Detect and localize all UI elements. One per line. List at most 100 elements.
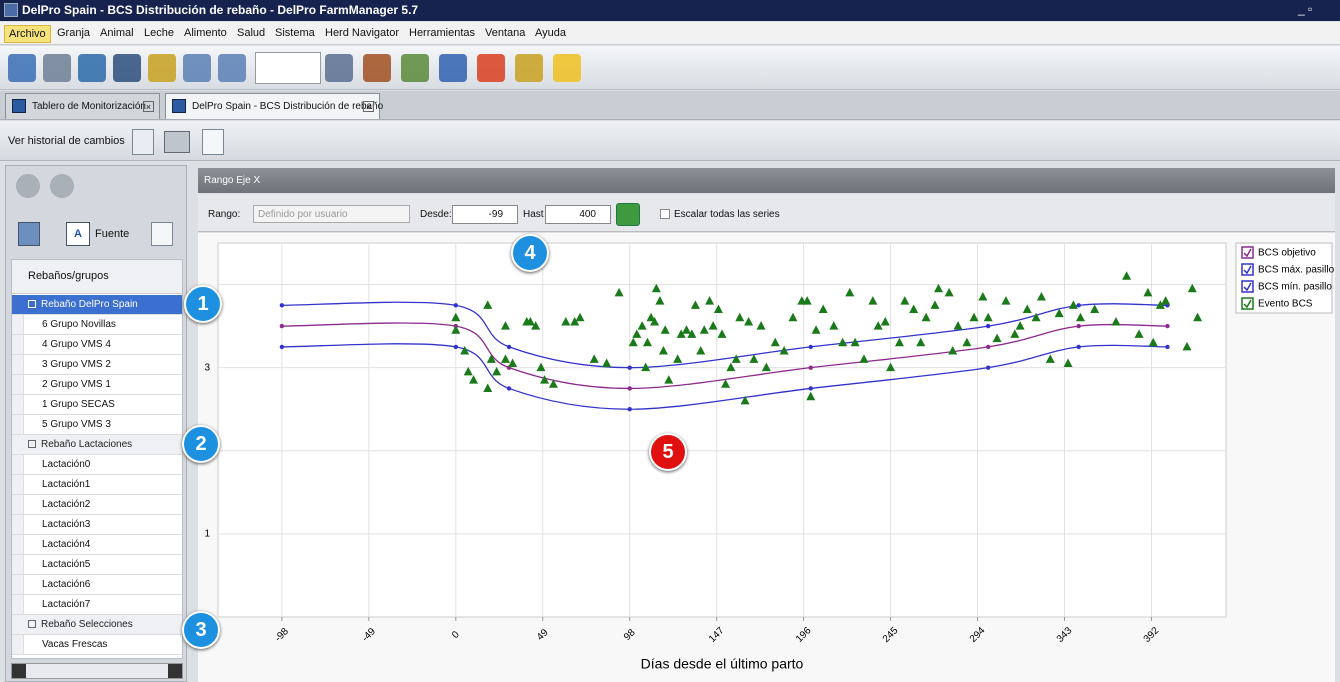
window-controls[interactable]: _ ▫ (1298, 2, 1313, 16)
tree-item[interactable]: 2 Grupo VMS 1 (12, 375, 182, 395)
tree-item[interactable]: Vacas Frescas (12, 635, 182, 655)
h-scrollbar[interactable] (11, 663, 183, 679)
tree-group[interactable]: Rebaño Selecciones (12, 615, 182, 635)
event-marker (1187, 283, 1197, 293)
toolbar-icon[interactable] (183, 54, 211, 82)
from-input[interactable]: -99 (452, 205, 518, 224)
series-point (1076, 303, 1081, 308)
menu-item[interactable]: Ventana (485, 27, 526, 39)
toolbar-icon[interactable] (477, 54, 505, 82)
event-marker (651, 283, 661, 293)
toolbar-icon[interactable] (401, 54, 429, 82)
tab[interactable]: DelPro Spain - BCS Distribución de rebañ… (165, 93, 383, 119)
menu-item[interactable]: Alimento (184, 27, 227, 39)
event-marker (676, 329, 686, 338)
scale-checkbox[interactable] (660, 209, 670, 219)
tree-item[interactable]: Lactación2 (12, 495, 182, 515)
tree-item[interactable]: 4 Grupo VMS 4 (12, 335, 182, 355)
event-marker (1111, 316, 1121, 326)
font-button[interactable]: Fuente (95, 228, 130, 240)
toolbar-icon[interactable] (8, 54, 36, 82)
menu-item[interactable]: Granja (57, 27, 91, 39)
event-marker (1148, 337, 1158, 347)
menu-item[interactable]: Archivo (4, 25, 51, 43)
group-label: Rebaño Lactaciones (41, 439, 133, 450)
tab-close[interactable]: × (363, 101, 374, 112)
x-axis-label: Días desde el último parto (641, 656, 804, 672)
tree-item[interactable]: Lactación1 (12, 475, 182, 495)
icon-search-doc[interactable] (132, 129, 154, 155)
icon-print[interactable] (164, 131, 190, 153)
history-button[interactable]: Ver historial de cambios (8, 135, 125, 147)
tree-item[interactable]: Lactación6 (12, 575, 182, 595)
callout-badge: 5 (649, 433, 687, 471)
event-marker (637, 321, 647, 330)
toolbar-icon[interactable] (363, 54, 391, 82)
tree-item[interactable]: Lactación7 (12, 595, 182, 615)
legend-checkbox[interactable] (1241, 297, 1254, 310)
event-marker (1161, 296, 1171, 305)
toolbar-input[interactable] (255, 52, 321, 84)
to-input[interactable]: 400 (545, 205, 611, 224)
toolbar-icon[interactable] (43, 54, 71, 82)
nav-up[interactable] (16, 174, 40, 198)
tree-item[interactable]: 1 Grupo SECAS (12, 395, 182, 415)
legend-checkbox[interactable] (1241, 280, 1254, 293)
scroll-right[interactable] (168, 664, 182, 678)
toolbar-icon[interactable] (439, 54, 467, 82)
toolbar-icon[interactable] (148, 54, 176, 82)
range-dropdown[interactable]: Definido por usuario (253, 205, 410, 223)
series-point (453, 303, 459, 308)
event-marker (1010, 329, 1020, 338)
expander[interactable] (28, 620, 36, 628)
menu-item[interactable]: Herramientas (409, 27, 476, 39)
tree-group[interactable]: Rebaño Lactaciones (12, 435, 182, 455)
tree-item[interactable]: Lactación5 (12, 555, 182, 575)
tab-close[interactable]: × (143, 101, 154, 112)
menu-item[interactable]: Ayuda (535, 27, 566, 39)
event-marker (508, 358, 518, 368)
toolbar-icon[interactable] (515, 54, 543, 82)
font-icon[interactable]: A (66, 222, 90, 246)
x-tick-label: 294 (968, 625, 988, 645)
tree-item[interactable]: 5 Grupo VMS 3 (12, 415, 182, 435)
toolbar-icon[interactable] (113, 54, 141, 82)
tree-item[interactable]: Lactación3 (12, 515, 182, 535)
event-marker (690, 300, 700, 309)
callout-badge: 4 (511, 234, 549, 272)
tree-item[interactable]: Lactación0 (12, 455, 182, 475)
tree-item[interactable]: 3 Grupo VMS 2 (12, 355, 182, 375)
tree-item[interactable]: 6 Grupo Novillas (12, 315, 182, 335)
nav-down[interactable] (50, 174, 74, 198)
save-button[interactable] (18, 222, 40, 246)
expander[interactable] (28, 440, 36, 448)
tree-item[interactable]: Lactación4 (12, 535, 182, 555)
refresh-button[interactable] (616, 203, 640, 226)
tab[interactable]: Tablero de Monitorización × (5, 93, 160, 119)
legend-checkbox[interactable] (1241, 263, 1254, 276)
event-marker (818, 304, 828, 313)
icon-preview[interactable] (202, 129, 224, 155)
range-panel-title: Rango Eje X (204, 175, 261, 186)
tree-group[interactable]: Rebaño DelPro Spain (12, 295, 182, 315)
event-marker (761, 362, 771, 372)
event-marker (673, 354, 683, 363)
toolbar-icon[interactable] (553, 54, 581, 82)
event-marker (978, 292, 988, 301)
toolbar-icon[interactable] (78, 54, 106, 82)
event-marker (806, 391, 816, 401)
legend-checkbox[interactable] (1241, 246, 1254, 259)
event-marker (1054, 308, 1064, 318)
scroll-left[interactable] (12, 664, 26, 678)
item-label: 1 Grupo SECAS (42, 399, 115, 410)
toolbar-icon[interactable] (325, 54, 353, 82)
x-tick-label: -98 (273, 626, 291, 644)
expander[interactable] (28, 300, 36, 308)
menu-item[interactable]: Leche (144, 27, 174, 39)
toolbar-icon[interactable] (218, 54, 246, 82)
menu-item[interactable]: Sistema (275, 27, 315, 39)
search-button[interactable] (151, 222, 173, 246)
menu-item[interactable]: Animal (100, 27, 134, 39)
menu-item[interactable]: Herd Navigator (325, 27, 399, 39)
menu-item[interactable]: Salud (237, 27, 266, 39)
